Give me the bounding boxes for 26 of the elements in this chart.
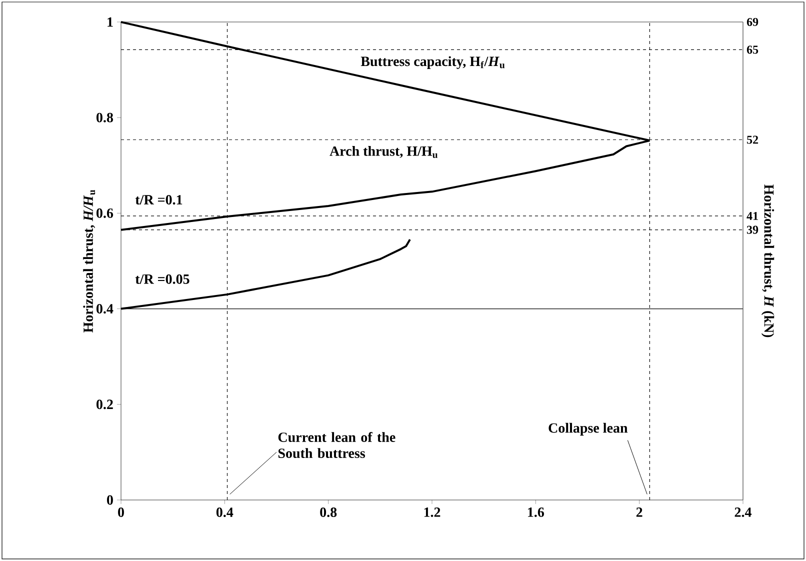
x-tick-label: 0.8 [320,508,337,518]
series-label: t/R =0.1 [135,195,182,205]
annotation: Arch thrust, H/H$_{u}$ [330,146,438,158]
y-tick-label: 0.4 [96,304,114,314]
y-tick-label: 0 [107,495,113,505]
y2-tick-label: 69 [746,18,758,26]
ref-line-label: Collapse lean [548,422,628,436]
y-tick-label: 1 [108,17,113,27]
y-tick-label: 0.6 [96,208,114,218]
x-tick-label: 2 [636,508,642,517]
y2-tick-label: 39 [746,226,758,234]
x-tick-label: 0.4 [216,508,234,518]
x-tick-label: 1.6 [528,508,544,517]
y2-tick-label: 52 [747,136,758,144]
series-label: t/R =0.05 [135,274,190,284]
y-tick-label: 0.2 [96,400,113,410]
ref-line-label: Current lean of the South buttress [278,432,396,458]
y2-tick-label: 41 [746,212,758,220]
series-label: Buttress capacity, H$_{f}$/H$_{u}$ [360,56,505,69]
y-axis-title: Horizontal thrust, H/H$_{u}$ [83,190,96,333]
y-tick-label: 0.8 [96,112,114,122]
x-tick-label: 2.4 [734,508,752,517]
y2-tick-label: 65 [746,46,758,54]
x-tick-label: 1.2 [424,508,440,517]
y2-axis-title: Horizontal thrust, H (kN) [761,184,774,338]
x-tick-label: 0 [118,508,124,517]
